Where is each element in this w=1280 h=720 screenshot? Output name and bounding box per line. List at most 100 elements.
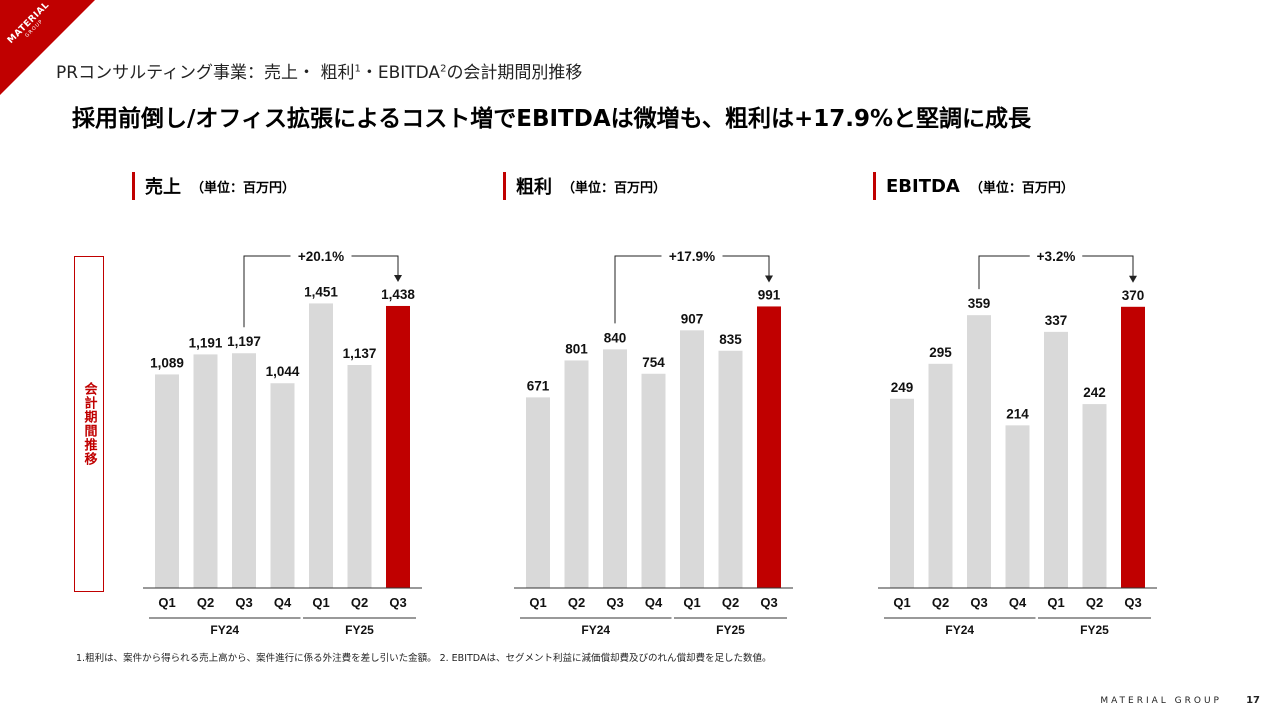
- x-tick-label: Q2: [722, 595, 739, 610]
- bar: [603, 349, 627, 588]
- x-tick-label: Q4: [274, 595, 292, 610]
- data-label: 295: [929, 345, 952, 360]
- section-title-ebitda: EBITDA （単位：百万円）: [873, 172, 1074, 200]
- data-label: 835: [719, 332, 742, 347]
- bar: [718, 350, 743, 588]
- section-title-revenue: 売上 （単位：百万円）: [132, 172, 295, 200]
- bar: [270, 383, 295, 588]
- subtitle-part-c: の会計期間別推移: [446, 63, 583, 83]
- revenue-bar-chart: 1,089 Q1 1,191 Q2 1,197 Q3 1,044 Q4 1,451 Q1 1,137…: [143, 249, 422, 637]
- growth-label: +17.9%: [669, 249, 715, 264]
- x-tick-label: Q1: [683, 595, 700, 610]
- group-label: FY25: [345, 623, 374, 637]
- data-label: 1,197: [227, 334, 261, 349]
- group-label: FY25: [716, 623, 745, 637]
- x-tick-label: Q2: [351, 595, 368, 610]
- section-unit-text: （単位：百万円）: [562, 180, 667, 196]
- section-title-gross-profit: 粗利 （単位：百万円）: [503, 172, 666, 200]
- x-tick-label: Q3: [235, 595, 252, 610]
- slide-headline: 採用前倒し/オフィス拡張によるコスト増でEBITDAは微増も、粗利は+17.9%…: [72, 106, 1032, 132]
- growth-arrowhead: [1129, 275, 1137, 283]
- x-tick-label: Q2: [1086, 595, 1103, 610]
- bar: [347, 365, 372, 588]
- section-unit-text: （単位：百万円）: [969, 180, 1074, 196]
- data-label: 214: [1006, 406, 1029, 421]
- x-tick-label: Q1: [529, 595, 546, 610]
- data-label: 1,089: [150, 355, 184, 370]
- growth-connector-line: [243, 255, 399, 328]
- x-tick-label: Q1: [158, 595, 175, 610]
- growth-connector-line: [978, 255, 1134, 290]
- data-label: 754: [642, 355, 665, 370]
- x-tick-label: Q4: [1009, 595, 1027, 610]
- footnote: 1.粗利は、案件から得られる売上高から、案件進行に係る外注費を差し引いた金額。 …: [76, 653, 772, 664]
- bar: [309, 303, 333, 588]
- bar: [1044, 331, 1068, 588]
- section-title-text: 売上: [145, 177, 181, 198]
- x-tick-label: Q1: [893, 595, 910, 610]
- bar: [155, 374, 179, 588]
- x-tick-label: Q3: [1124, 595, 1141, 610]
- group-label: FY24: [945, 623, 974, 637]
- bar: [526, 397, 550, 588]
- gross-profit-bar-chart: 671 Q1 801 Q2 840 Q3 754 Q4 907 Q1 835 Q2 991 Q3 FY24 F…: [514, 249, 793, 637]
- side-label-text: 会計期間推移: [81, 382, 97, 466]
- bar: [890, 398, 914, 588]
- bar: [641, 373, 666, 588]
- section-title-text: 粗利: [516, 177, 552, 198]
- data-label: 1,438: [381, 287, 415, 302]
- bar: [967, 315, 991, 588]
- data-label: 337: [1045, 313, 1068, 328]
- x-tick-label: Q1: [1047, 595, 1064, 610]
- group-label: FY24: [210, 623, 239, 637]
- growth-arrowhead: [394, 274, 402, 282]
- x-tick-label: Q3: [760, 595, 777, 610]
- subtitle-part-b: ・EBITDA: [360, 63, 441, 83]
- data-label: 1,044: [266, 364, 300, 379]
- data-label: 249: [891, 380, 914, 395]
- bar: [1082, 404, 1107, 588]
- data-label: 359: [968, 296, 991, 311]
- bar: [193, 354, 218, 588]
- bar: [1005, 425, 1030, 588]
- growth-label: +20.1%: [298, 249, 344, 264]
- footer-brand: MATERIAL GROUP: [1100, 696, 1222, 706]
- section-title-text: EBITDA: [886, 175, 960, 197]
- section-unit-text: （単位：百万円）: [191, 180, 296, 196]
- bar: [928, 363, 953, 588]
- x-tick-label: Q2: [197, 595, 214, 610]
- x-tick-label: Q3: [970, 595, 987, 610]
- data-label: 370: [1122, 288, 1145, 303]
- bar: [1121, 306, 1145, 588]
- group-label: FY24: [581, 623, 610, 637]
- growth-label: +3.2%: [1037, 249, 1076, 264]
- slide-subtitle: PRコンサルティング事業：売上・ 粗利1・EBITDA2の会計期間別推移: [56, 58, 582, 83]
- group-label: FY25: [1080, 623, 1109, 637]
- data-label: 907: [681, 311, 704, 326]
- subtitle-sup-b: 2: [440, 63, 447, 75]
- x-tick-label: Q2: [932, 595, 949, 610]
- bar: [680, 330, 704, 588]
- data-label: 1,137: [343, 346, 377, 361]
- data-label: 801: [565, 341, 588, 356]
- x-tick-label: Q1: [312, 595, 329, 610]
- bar: [564, 360, 589, 588]
- data-label: 1,191: [189, 335, 223, 350]
- growth-connector-line: [614, 255, 770, 324]
- data-label: 671: [527, 378, 550, 393]
- data-label: 991: [758, 287, 781, 302]
- corner-brand-triangle: [0, 0, 95, 95]
- growth-arrowhead: [765, 275, 773, 283]
- data-label: 1,451: [304, 284, 338, 299]
- ebitda-bar-chart: 249 Q1 295 Q2 359 Q3 214 Q4 337 Q1 242 Q2 370 Q3 FY24 F…: [878, 249, 1157, 637]
- subtitle-sup-a: 1: [354, 63, 361, 75]
- page-number: 17: [1246, 695, 1260, 706]
- x-tick-label: Q3: [606, 595, 623, 610]
- x-tick-label: Q4: [645, 595, 663, 610]
- bar: [232, 353, 256, 588]
- data-label: 242: [1083, 385, 1106, 400]
- data-label: 840: [604, 330, 627, 345]
- side-label-box: 会計期間推移: [74, 256, 104, 592]
- x-tick-label: Q3: [389, 595, 406, 610]
- x-tick-label: Q2: [568, 595, 585, 610]
